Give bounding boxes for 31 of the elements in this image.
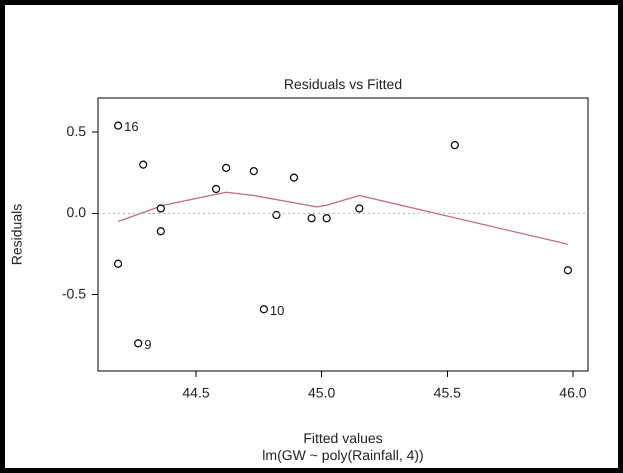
x-tick-label: 45.5	[434, 384, 462, 400]
y-tick-label: 0.5	[66, 122, 86, 139]
annotation: 10	[270, 302, 284, 318]
point	[212, 184, 220, 194]
x-tick-label: 44.5	[182, 384, 210, 400]
x-tick-label: 46.0	[559, 384, 587, 400]
x-axis-title: Fitted values	[303, 430, 383, 446]
y-tick-label: 0.0	[66, 204, 86, 220]
point	[222, 164, 230, 172]
y-tick-label: -0.5	[62, 285, 86, 302]
text: lm(GW ~ poly(Rainfall, 4))	[262, 446, 424, 463]
point	[290, 174, 298, 182]
point	[450, 141, 459, 150]
point	[156, 204, 165, 213]
point	[139, 160, 148, 169]
point	[250, 167, 258, 176]
x-tick-label: 45.0	[308, 384, 336, 400]
point	[134, 339, 142, 348]
y-axis-title: Residuals	[8, 204, 24, 266]
point	[156, 227, 165, 236]
point	[307, 214, 316, 222]
point	[355, 204, 364, 213]
annotation: 9	[144, 336, 152, 352]
point	[114, 122, 122, 130]
point	[272, 210, 281, 220]
point	[564, 266, 572, 274]
annotation: 16	[124, 119, 139, 134]
point	[322, 214, 331, 222]
point	[260, 305, 268, 314]
point	[114, 260, 122, 268]
chart-title: Residuals vs Fitted	[284, 76, 402, 92]
